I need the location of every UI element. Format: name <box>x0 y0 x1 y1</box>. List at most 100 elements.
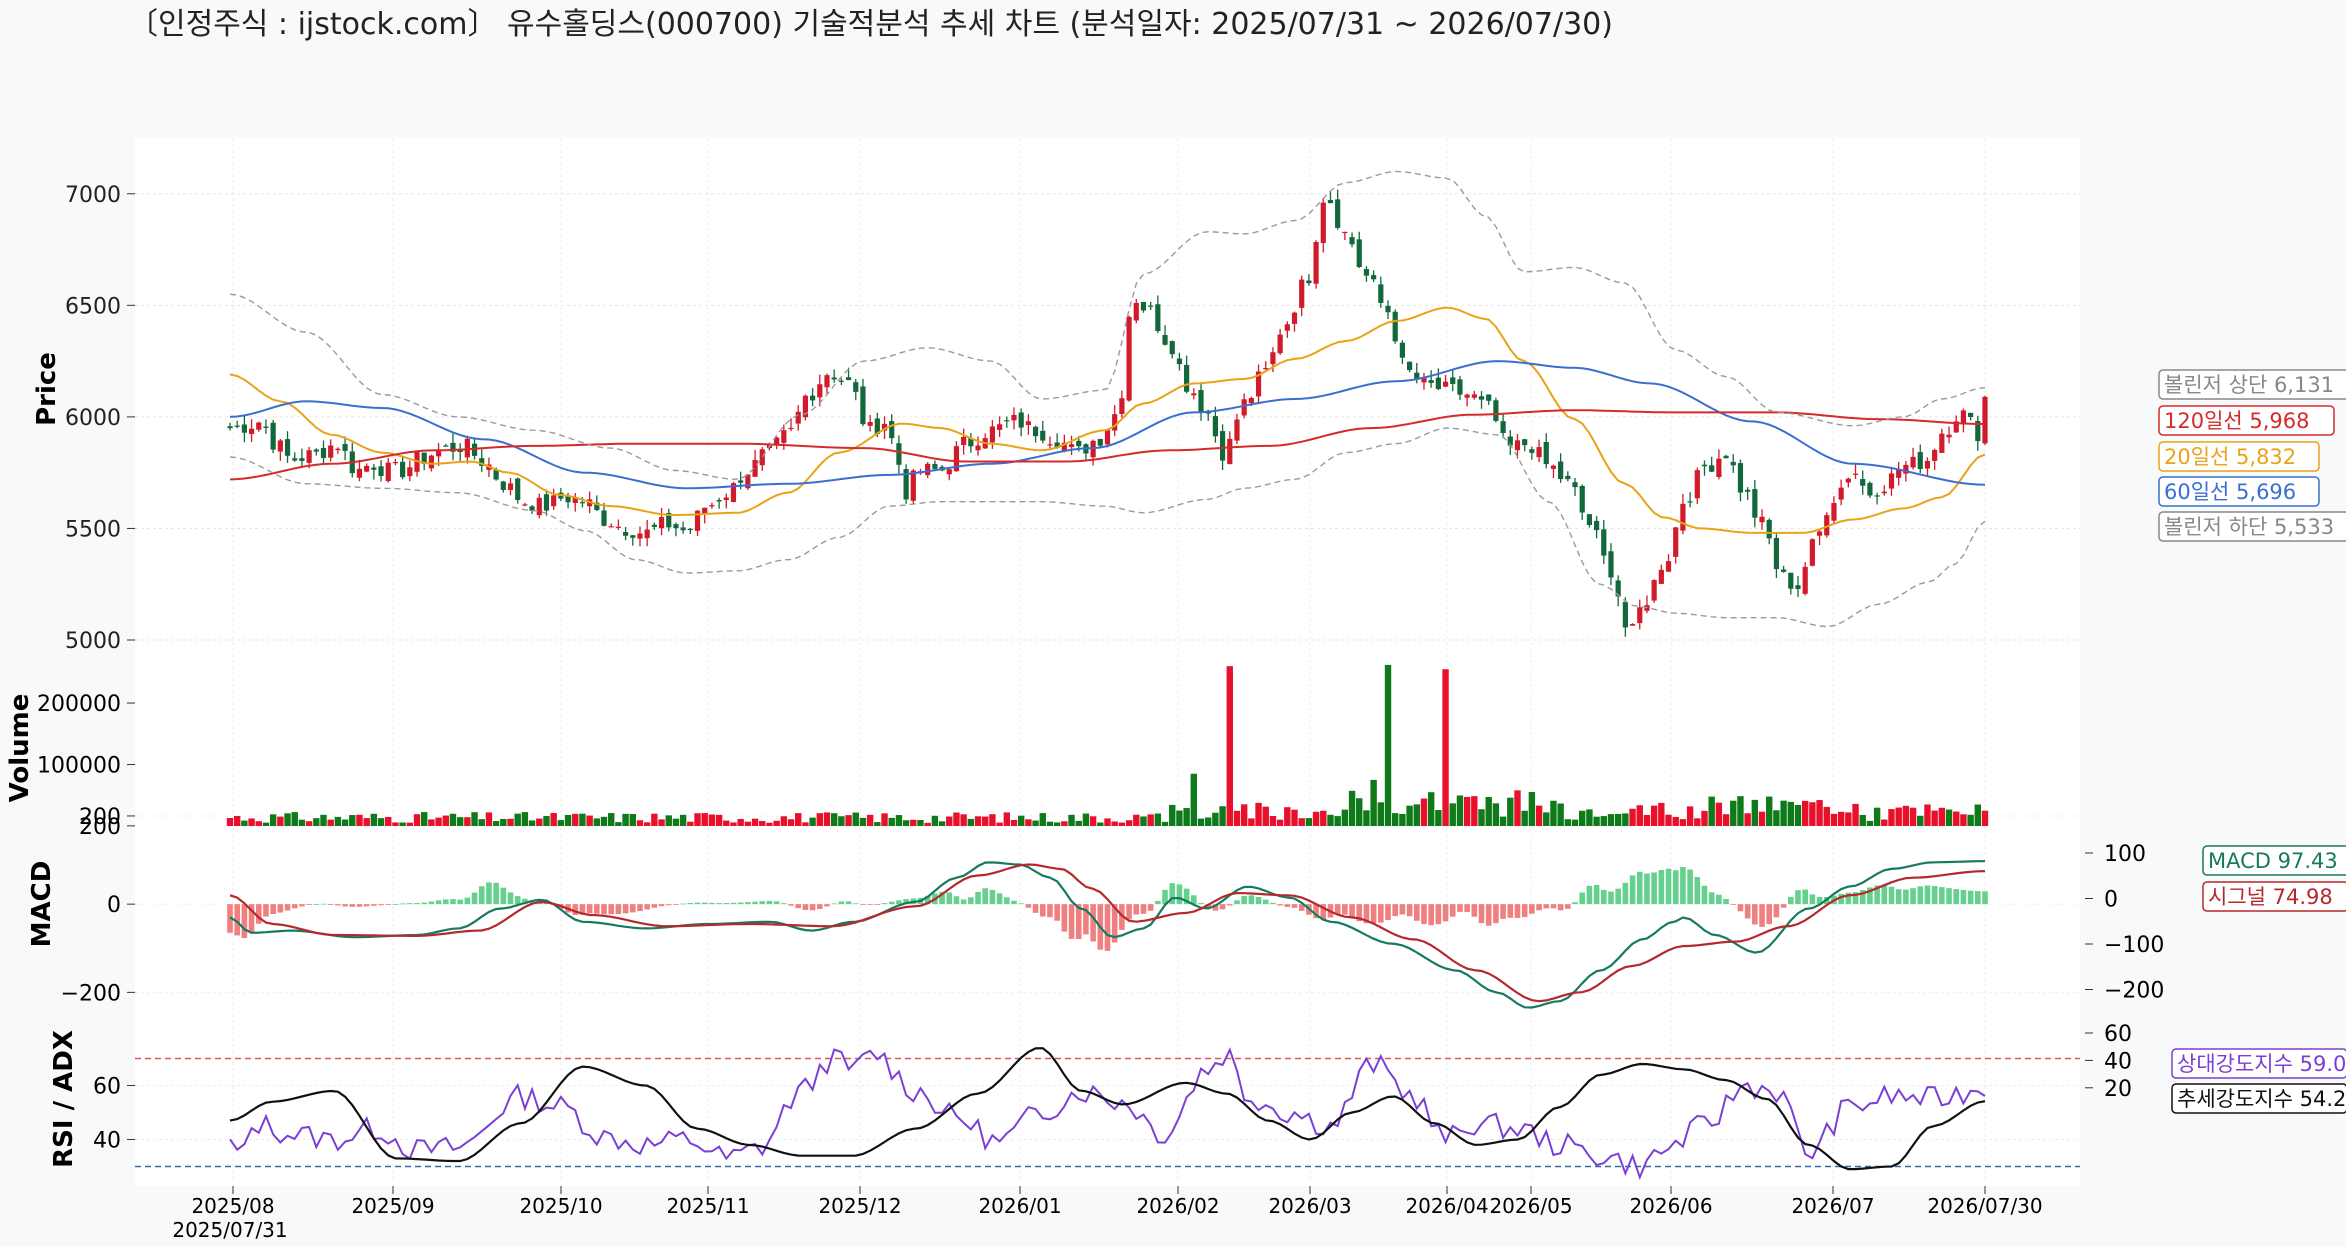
candle-body <box>615 526 622 528</box>
volume-bar <box>392 822 399 826</box>
axes: 50005500600065007000Price200100000200000… <box>5 183 2164 1242</box>
macd-histogram-bar <box>1449 904 1456 917</box>
macd-histogram-bar <box>493 882 499 905</box>
volume-bar <box>1284 807 1291 826</box>
candle-body <box>860 386 866 425</box>
volume-bar <box>1535 805 1543 826</box>
candle-body <box>1184 364 1190 392</box>
volume-bar <box>643 822 651 826</box>
candle-body <box>997 424 1003 430</box>
volume-bar <box>608 813 615 826</box>
macd-histogram-bar <box>471 892 478 905</box>
macd-histogram-bar <box>1888 886 1895 905</box>
candle-body <box>910 470 916 501</box>
candle-body <box>1219 431 1226 461</box>
volume-bar <box>830 813 838 826</box>
candle-body <box>1284 324 1290 331</box>
candle-body <box>1809 539 1815 566</box>
volume-bar <box>1888 809 1895 826</box>
candle-body <box>745 474 751 489</box>
legend-ma120-box <box>2158 405 2335 436</box>
macd-histogram-bar <box>342 904 348 907</box>
volume-bar <box>953 812 960 826</box>
macd-histogram-bar <box>1500 904 1506 919</box>
macd-histogram-bar <box>1270 902 1276 905</box>
macd-histogram-bar <box>1975 891 1981 905</box>
macd-tick-label: 200 <box>79 805 121 830</box>
candle-body <box>1335 199 1341 228</box>
macd-histogram-bar <box>1320 904 1327 920</box>
macd-histogram-bar <box>363 904 370 907</box>
volume-bar <box>305 821 313 826</box>
candle-body <box>248 428 255 435</box>
volume-bar <box>1248 818 1255 826</box>
volume-bar <box>1960 814 1967 826</box>
macd-histogram-bar <box>1939 887 1945 905</box>
volume-bar <box>1636 805 1643 826</box>
macd-histogram-bar <box>989 889 996 905</box>
volume-bar <box>802 822 809 826</box>
candle-body <box>1327 200 1334 204</box>
volume-bar <box>1269 816 1277 826</box>
candle-body <box>1255 371 1262 397</box>
volume-bar <box>787 819 795 826</box>
macd-histogram-bar <box>1471 904 1478 917</box>
candle-body <box>1579 485 1585 513</box>
candle-body <box>1838 487 1844 500</box>
macd-histogram-bar <box>737 902 744 905</box>
volume-bar <box>334 816 342 826</box>
candle-body <box>1241 399 1247 416</box>
candle-body <box>1867 482 1873 496</box>
candle-body <box>1565 475 1571 480</box>
macd-histogram-bar <box>924 895 931 905</box>
candle-body <box>1860 479 1866 486</box>
candle-body <box>694 510 701 531</box>
candle-body <box>270 422 276 450</box>
volume-bar <box>406 822 414 826</box>
candle-body <box>1673 527 1679 557</box>
candle-body <box>1198 389 1204 413</box>
volume-bar <box>1341 809 1349 826</box>
volume-bar <box>1866 820 1874 826</box>
candle-body <box>1392 311 1398 342</box>
volume-bar <box>1219 806 1226 826</box>
candle-body <box>428 455 434 469</box>
volume-bar <box>385 816 392 826</box>
volume-bar <box>938 821 946 826</box>
candle-body <box>968 438 974 447</box>
macd-histogram-bar <box>601 904 607 915</box>
candle-body <box>1932 449 1938 461</box>
price-tick-label: 5500 <box>65 517 121 542</box>
macd-histogram-bar <box>1694 876 1701 905</box>
macd-histogram-bar <box>407 903 413 905</box>
macd-histogram-bar <box>428 901 435 905</box>
volume-bar <box>823 812 831 826</box>
candle-body <box>1701 464 1708 467</box>
volume-bar <box>1823 806 1830 826</box>
volume-bar <box>1176 810 1183 826</box>
macd-histogram-bar <box>1421 904 1427 925</box>
candle-body <box>1629 623 1636 626</box>
candle-body <box>1435 377 1441 390</box>
macd-histogram-bar <box>874 904 881 905</box>
rsi-panel <box>135 1047 2080 1181</box>
candle-body <box>400 461 406 478</box>
macd-histogram-bar <box>730 902 737 905</box>
candle-body <box>529 506 535 511</box>
candle-body <box>1011 414 1017 421</box>
volume-bar <box>1751 799 1759 826</box>
candle-body <box>781 430 787 443</box>
volume-bar <box>1348 790 1356 826</box>
macd-histogram-bar <box>1766 904 1773 925</box>
macd-histogram-bar <box>1680 866 1686 905</box>
volume-bar <box>478 819 485 826</box>
volume-bar <box>1658 802 1665 826</box>
volume-bar <box>507 818 514 826</box>
volume-bar <box>1730 800 1737 826</box>
legend-ma20-box <box>2158 441 2320 472</box>
volume-bar <box>428 819 435 826</box>
volume-bar <box>1212 812 1219 826</box>
legend-rsi: 상대강도지수 59.0 <box>2177 1052 2346 1076</box>
macd-histogram-bar <box>1255 896 1262 905</box>
volume-bar <box>421 812 428 826</box>
